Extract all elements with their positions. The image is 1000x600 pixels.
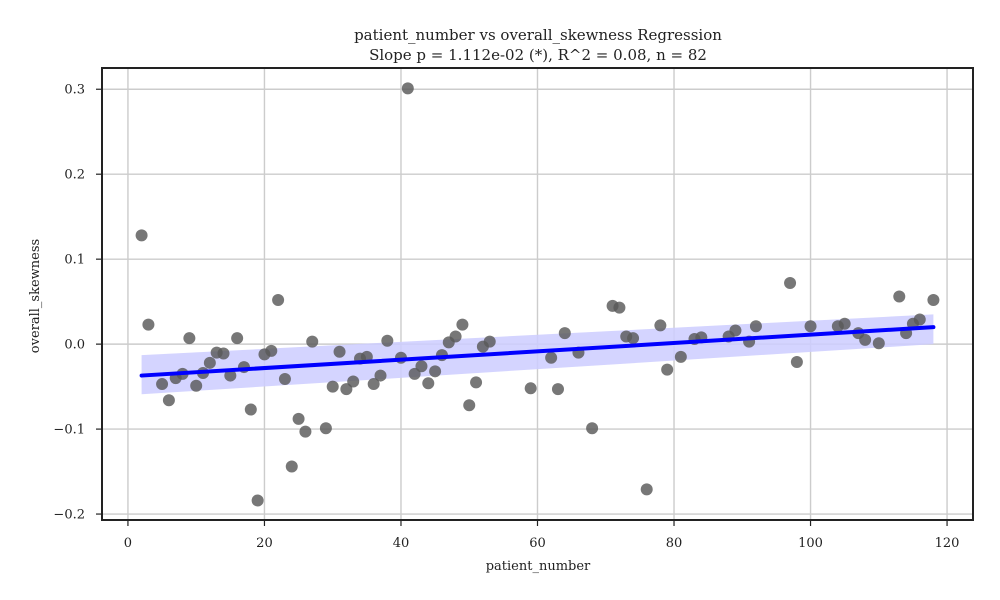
y-tick-label: −0.2 bbox=[53, 508, 85, 523]
data-point bbox=[333, 345, 346, 358]
data-point bbox=[231, 332, 244, 345]
data-point bbox=[422, 377, 435, 390]
data-point bbox=[449, 330, 462, 343]
data-point bbox=[456, 318, 469, 331]
regression-line-layer bbox=[139, 325, 936, 378]
data-point bbox=[586, 422, 599, 435]
grid-lines bbox=[102, 68, 973, 520]
data-point bbox=[374, 369, 387, 382]
data-point bbox=[299, 425, 312, 438]
data-point bbox=[558, 327, 571, 340]
x-tick-label: 120 bbox=[935, 536, 960, 551]
y-tick-label: 0.2 bbox=[64, 168, 85, 183]
regression-line bbox=[139, 325, 936, 378]
y-tick-label: −0.1 bbox=[53, 423, 85, 438]
data-point bbox=[524, 382, 537, 395]
data-point bbox=[784, 276, 797, 289]
chart-subtitle: Slope p = 1.112e-02 (*), R^2 = 0.08, n =… bbox=[369, 46, 707, 64]
x-tick-label: 60 bbox=[529, 536, 546, 551]
data-point bbox=[551, 383, 564, 396]
data-point bbox=[265, 344, 278, 357]
data-point bbox=[408, 367, 421, 380]
data-point bbox=[306, 335, 319, 348]
y-tick-label: 0.3 bbox=[64, 83, 85, 98]
data-point bbox=[319, 422, 332, 435]
y-tick-label: 0.0 bbox=[64, 338, 85, 353]
data-point bbox=[244, 403, 257, 416]
data-point bbox=[463, 399, 476, 412]
data-point bbox=[162, 394, 175, 407]
data-point bbox=[790, 355, 803, 368]
data-point bbox=[142, 318, 155, 331]
data-point bbox=[224, 369, 237, 382]
data-point bbox=[272, 293, 285, 306]
y-tick-label: 0.1 bbox=[64, 253, 85, 268]
plot-frame bbox=[101, 67, 974, 521]
data-point bbox=[156, 378, 169, 391]
data-point bbox=[292, 412, 305, 425]
data-point bbox=[627, 332, 640, 345]
data-point bbox=[613, 301, 626, 314]
x-tick-label: 40 bbox=[393, 536, 410, 551]
data-point bbox=[285, 460, 298, 473]
data-point bbox=[913, 313, 926, 326]
x-axis-label: patient_number bbox=[486, 559, 591, 574]
data-point bbox=[429, 365, 442, 378]
data-point bbox=[190, 379, 203, 392]
data-point bbox=[135, 229, 148, 242]
x-tick-label: 20 bbox=[256, 536, 273, 551]
data-point bbox=[661, 363, 674, 376]
x-tick-label: 0 bbox=[124, 536, 132, 551]
data-point bbox=[654, 319, 667, 332]
data-point bbox=[203, 356, 216, 369]
data-point bbox=[838, 317, 851, 330]
data-point bbox=[872, 337, 885, 350]
data-point bbox=[415, 360, 428, 373]
data-point bbox=[217, 347, 230, 360]
data-point bbox=[927, 293, 940, 306]
y-axis-label: overall_skewness bbox=[28, 239, 43, 353]
data-point bbox=[640, 483, 653, 496]
data-point bbox=[278, 372, 291, 385]
data-point bbox=[340, 383, 353, 396]
data-point bbox=[749, 320, 762, 333]
data-point bbox=[859, 333, 872, 346]
x-tick-label: 80 bbox=[666, 536, 683, 551]
data-point bbox=[183, 332, 196, 345]
x-tick-label: 100 bbox=[798, 536, 823, 551]
data-point bbox=[674, 350, 687, 363]
data-point bbox=[347, 375, 360, 388]
axis-ticks: 0 20 40 60 80 100 120 −0.2 −0.1 0.0 0.1 0.2 0.3 bbox=[53, 83, 959, 551]
data-point bbox=[483, 335, 496, 348]
chart-title: patient_number vs overall_skewness Regre… bbox=[354, 26, 722, 44]
data-point bbox=[804, 320, 817, 333]
data-point bbox=[545, 351, 558, 364]
data-point bbox=[729, 324, 742, 337]
data-point bbox=[326, 380, 339, 393]
data-point bbox=[381, 334, 394, 347]
data-point bbox=[367, 378, 380, 391]
data-point bbox=[893, 290, 906, 303]
data-point bbox=[470, 376, 483, 389]
data-point bbox=[401, 82, 414, 95]
data-point bbox=[251, 494, 264, 507]
